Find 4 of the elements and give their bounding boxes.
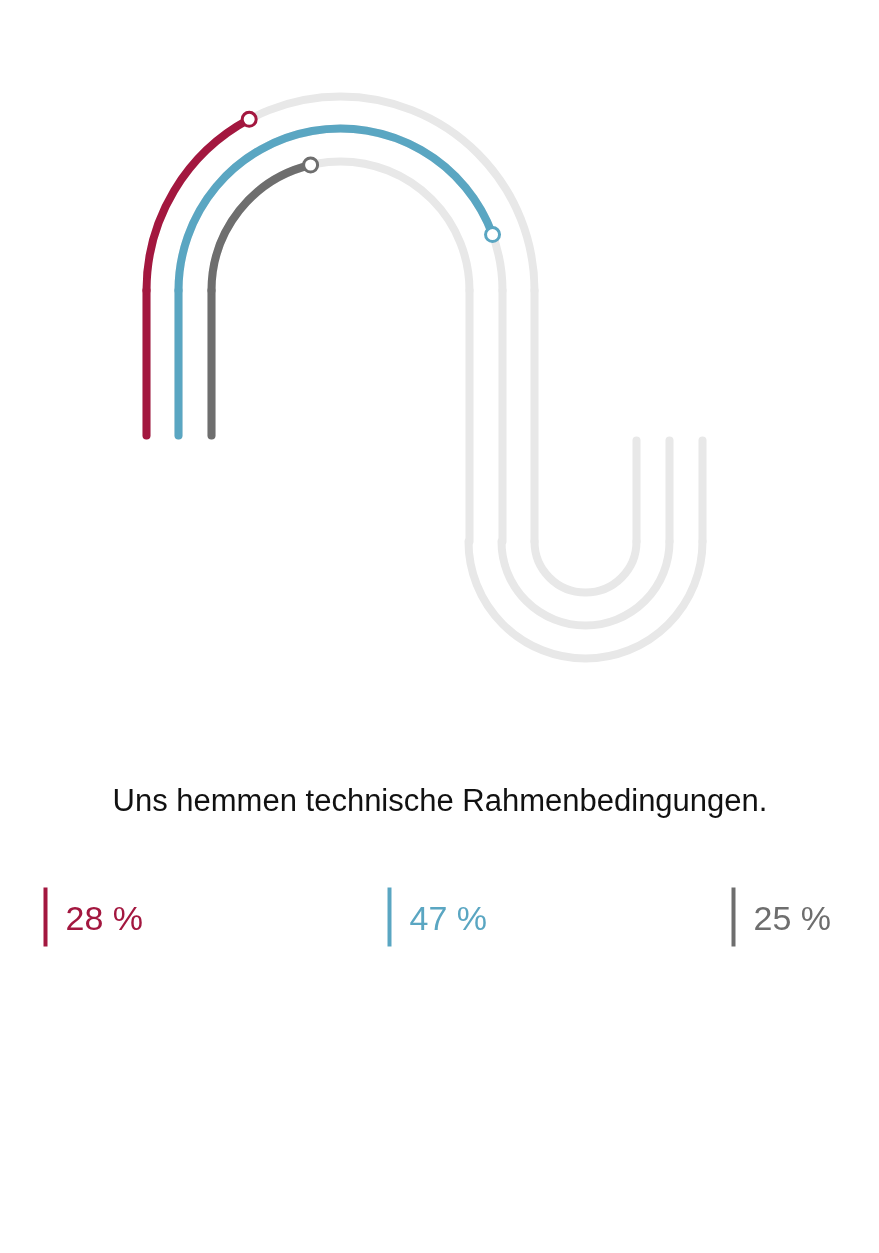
data-label: 28 %: [65, 898, 143, 937]
data-label: 25 %: [753, 898, 831, 937]
data-label: 47 %: [409, 898, 487, 937]
text: Uns hemmen technische Rahmenbedingungen.: [112, 783, 768, 818]
